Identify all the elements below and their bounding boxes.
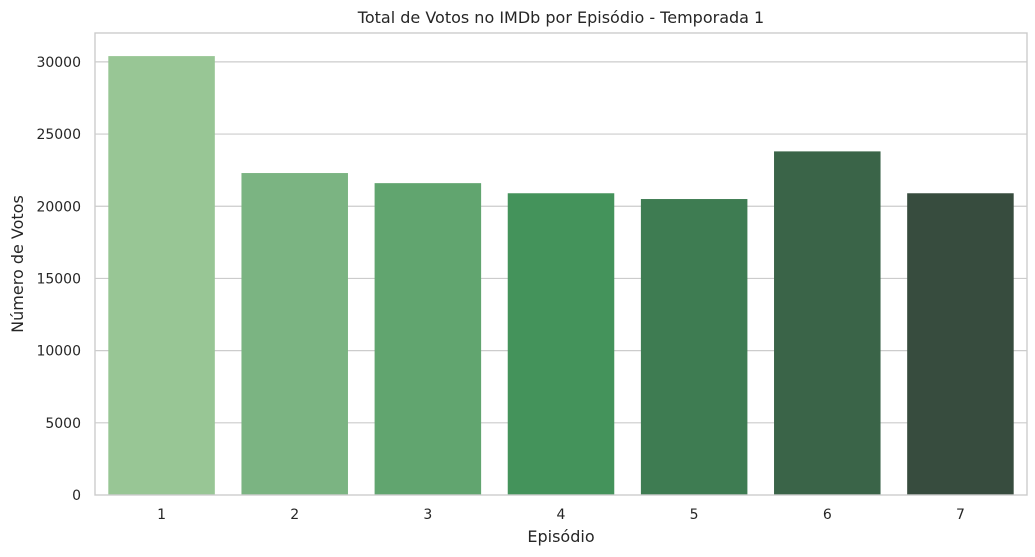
bar-episode-2: [241, 173, 348, 495]
plot-frame: [94, 32, 1028, 496]
bar-episode-7: [907, 193, 1014, 495]
chart-title: Total de Votos no IMDb por Episódio - Te…: [357, 8, 764, 27]
x-tick-label: 1: [157, 507, 166, 523]
x-tick-label: 7: [956, 507, 965, 523]
bars: [108, 56, 1014, 495]
y-tick-label: 25000: [36, 127, 81, 143]
x-tick-label: 2: [290, 507, 299, 523]
y-axis-label: Número de Votos: [8, 195, 27, 333]
bar-episode-6: [774, 151, 881, 495]
y-tick-label: 30000: [36, 55, 81, 71]
x-tick-labels: 1 2 3 4 5 6 7: [157, 507, 965, 523]
bar-episode-3: [374, 183, 482, 495]
y-tick-label: 5000: [45, 416, 81, 432]
y-tick-label: 15000: [36, 271, 81, 287]
y-tick-labels: 0 5000 10000 15000 20000 25000 30000: [36, 55, 81, 504]
y-tick-label: 20000: [36, 199, 81, 215]
x-tick-label: 4: [557, 507, 566, 523]
x-axis-label: Episódio: [527, 527, 594, 546]
x-tick-label: 3: [423, 507, 432, 523]
x-tick-label: 5: [690, 507, 699, 523]
bar-episode-1: [108, 56, 215, 495]
x-tick-label: 6: [823, 507, 832, 523]
bar-episode-5: [640, 199, 748, 495]
bar-episode-4: [507, 193, 615, 495]
y-tick-label: 0: [72, 488, 81, 504]
y-tick-label: 10000: [36, 344, 81, 360]
